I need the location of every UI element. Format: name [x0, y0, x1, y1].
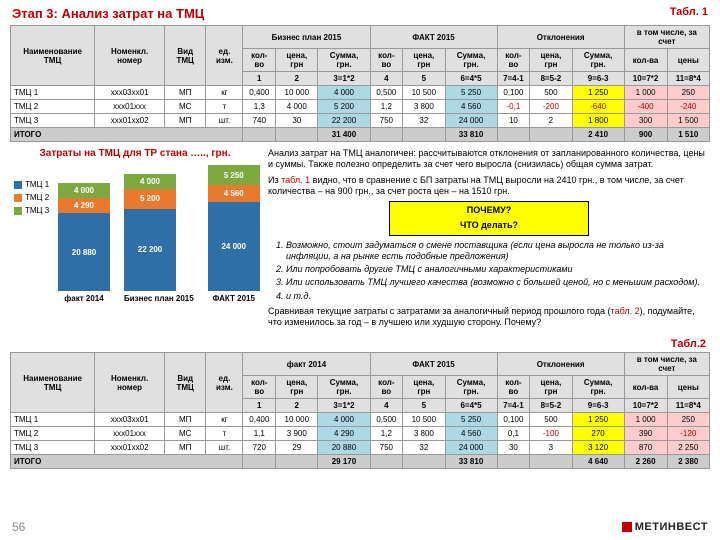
chart-block: Затраты на ТМЦ для ТР стана ….., грн. ТМ… [10, 148, 260, 332]
chart-title: Затраты на ТМЦ для ТР стана ….., грн. [10, 148, 260, 159]
table-row: ТМЦ 1ххх03хх01МПкг0,40010 0004 0000,5001… [11, 86, 710, 100]
para-2: Из табл. 1 видно, что в сравнение с БП з… [268, 175, 710, 198]
analysis-text: Анализ затрат на ТМЦ аналогичен: рассчит… [268, 148, 710, 332]
logo-icon [622, 522, 632, 532]
list-item: Или использовать ТМЦ лучшего качества (в… [286, 277, 710, 288]
para-3: Сравнивая текущие затраты с затратами за… [268, 306, 710, 329]
table-row: ТМЦ 2ххх01хххМСт1,34 0005 2001,23 8004 5… [11, 100, 710, 114]
table1-ref: Табл. 1 [670, 6, 708, 21]
why-box: ПОЧЕМУ? ЧТО делать? [389, 201, 589, 236]
list-item: Возможно, стоит задуматься о смене поста… [286, 240, 710, 263]
chart-legend: ТМЦ 1ТМЦ 2ТМЦ 3 [14, 180, 49, 219]
list-item: и т.д. [286, 291, 710, 302]
page-title: Этап 3: Анализ затрат на ТМЦ [12, 6, 204, 21]
list-item: Или попробовать другие ТМЦ с аналогичным… [286, 264, 710, 275]
table-row: ТМЦ 2ххх01хххМСт1,13 9004 2901,23 8004 5… [11, 427, 710, 441]
para-1: Анализ затрат на ТМЦ аналогичен: рассчит… [268, 148, 710, 171]
table-row: ТМЦ 3ххх01хх02МПшт.7403022 2007503224 00… [11, 114, 710, 128]
table-row: ТМЦ 3ххх01хх02МПшт.7202920 8807503224 00… [11, 441, 710, 455]
bar-chart: 20 8804 2904 000факт 201422 2005 2004 00… [58, 163, 260, 303]
table2-ref: Табл.2 [0, 338, 720, 350]
page-number: 56 [12, 520, 25, 534]
suggestion-list: Возможно, стоит задуматься о смене поста… [286, 240, 710, 302]
brand-logo: МЕТИНВЕСТ [622, 521, 708, 533]
table-2: Наименование ТМЦНоменкл. номерВид ТМЦед.… [0, 352, 720, 469]
table-1: Наименование ТМЦНоменкл. номерВид ТМЦед.… [0, 25, 720, 142]
table-row: ТМЦ 1ххх03хх01МПкг0,40010 0004 0000,5001… [11, 413, 710, 427]
